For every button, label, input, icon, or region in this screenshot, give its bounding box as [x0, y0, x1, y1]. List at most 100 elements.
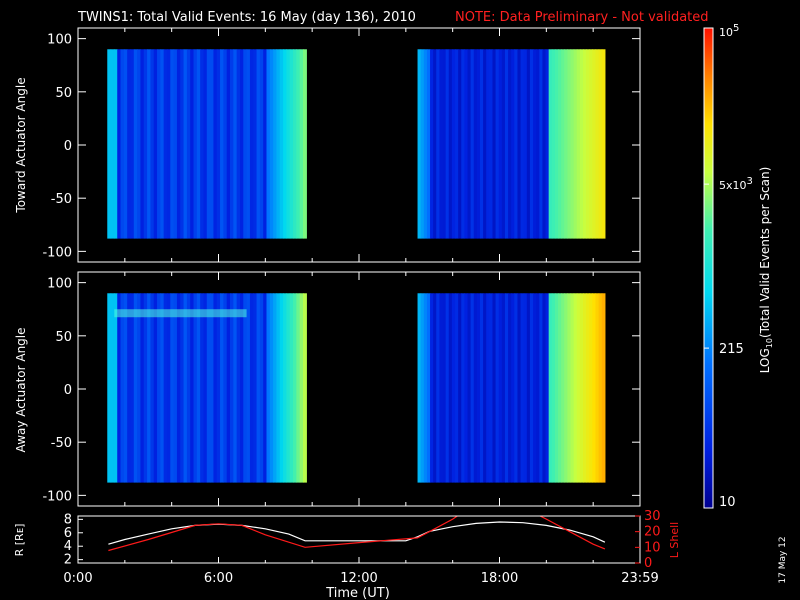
heatmap-cell-0-0-3	[117, 49, 122, 239]
heatmap-cell-0-0-14	[153, 49, 158, 239]
heatmap-cell-1-1-51	[576, 293, 581, 483]
heatmap-cell-1-0-45	[256, 293, 261, 483]
heatmap-cell-1-1-13	[458, 293, 462, 483]
heatmap-cell-0-0-20	[173, 49, 178, 239]
heatmap-cell-0-0-45	[256, 49, 261, 239]
heatmap-cell-0-1-11	[451, 49, 456, 239]
heatmap-cell-1-1-37	[533, 293, 537, 483]
heatmap-cell-0-0-2	[113, 49, 118, 239]
heatmap-cell-0-0-48	[266, 49, 271, 239]
heatmap-cell-1-0-57	[296, 293, 301, 483]
heatmap-cell-1-1-43	[551, 293, 556, 483]
heatmap-cell-0-0-29	[203, 49, 208, 239]
heatmap-cell-0-1-33	[520, 49, 525, 239]
heatmap-cell-0-0-39	[236, 49, 241, 239]
heatmap-cell-1-0-43	[249, 293, 254, 483]
orbit-r-line	[108, 521, 606, 545]
heatmap-cell-1-0-46	[259, 293, 264, 483]
colorbar-label: LOG10(Total Valid Events per Scan)	[758, 167, 774, 374]
y-tick-label: 50	[55, 330, 72, 345]
heatmap-cell-0-1-27	[501, 49, 506, 239]
heatmap-cell-0-1-5	[433, 49, 437, 239]
heatmap-cell-0-0-56	[293, 49, 297, 239]
colorbar	[703, 27, 714, 509]
heatmap-cell-0-0-54	[286, 49, 291, 239]
heatmap-cell-1-1-44	[554, 293, 559, 483]
heatmap-cell-0-1-12	[455, 49, 459, 239]
heatmap-cell-0-1-49	[570, 49, 575, 239]
heatmap-cell-0-1-42	[548, 49, 553, 239]
heatmap-cell-0-1-55	[589, 49, 593, 239]
heatmap-cell-1-0-42	[246, 293, 251, 483]
heatmap-cell-1-0-39	[236, 293, 241, 483]
heatmap-cell-1-1-10	[448, 293, 453, 483]
heatmap-cell-0-1-24	[492, 49, 497, 239]
y-tick-label: -100	[42, 245, 72, 260]
heatmap-cell-1-1-19	[476, 293, 481, 483]
away-heatmap-panel: 100 50 0 -50 -100	[42, 271, 641, 507]
heatmap-cell-1-1-5	[433, 293, 437, 483]
heatmap-cell-1-0-28	[200, 293, 205, 483]
heatmap-cell-1-1-29	[508, 293, 512, 483]
heatmap-cell-1-0-1	[110, 293, 115, 483]
heatmap-cell-1-0-14	[153, 293, 158, 483]
heatmap-cell-0-1-0	[417, 49, 422, 239]
heatmap-cell-0-0-33	[216, 49, 221, 239]
heatmap-cell-0-0-38	[233, 49, 238, 239]
heatmap-cell-1-1-59	[601, 293, 606, 483]
heatmap-cell-0-1-17	[470, 49, 475, 239]
heatmap-cell-0-1-31	[514, 49, 519, 239]
heatmap-cell-0-0-1	[110, 49, 115, 239]
heatmap-cell-0-0-40	[239, 49, 244, 239]
heatmap-cell-0-0-18	[166, 49, 171, 239]
heatmap-cell-0-0-25	[190, 49, 195, 239]
heatmap-cell-1-0-36	[226, 293, 231, 483]
heatmap-cell-1-1-20	[479, 293, 484, 483]
heatmap-cell-0-0-44	[253, 49, 258, 239]
colorbar-ticks: 105 5x103 215 10	[704, 23, 753, 510]
heatmap-cell-1-0-13	[150, 293, 155, 483]
heatmap-cell-1-1-0	[417, 293, 422, 483]
heatmap-cell-1-0-7	[130, 293, 135, 483]
heatmap-cell-1-1-50	[573, 293, 578, 483]
heatmap-cell-0-0-21	[176, 49, 181, 239]
heatmap-cell-1-0-41	[243, 293, 248, 483]
heatmap-cell-1-1-45	[558, 293, 562, 483]
heatmap-cell-1-1-35	[526, 293, 531, 483]
heatmap-cell-0-0-41	[243, 49, 248, 239]
heatmap-cell-1-1-39	[539, 293, 544, 483]
heatmap-cell-1-1-22	[486, 293, 490, 483]
heatmap-cell-1-0-56	[293, 293, 297, 483]
orbit-right-tick-label: 20	[644, 525, 661, 540]
heatmap-cell-1-0-52	[279, 293, 284, 483]
heatmap-cell-0-0-35	[223, 49, 228, 239]
preliminary-note: NOTE: Data Preliminary - Not validated	[455, 10, 709, 25]
heatmap-cell-0-0-28	[200, 49, 205, 239]
heatmap-cell-0-0-36	[226, 49, 231, 239]
heatmap-cell-1-1-24	[492, 293, 497, 483]
heatmap-cell-0-0-19	[170, 49, 175, 239]
heatmap-cell-1-1-54	[586, 293, 590, 483]
heatmap-cell-0-1-32	[517, 49, 522, 239]
heatmap-cell-1-0-27	[196, 293, 201, 483]
away-ylabel: Away Actuator Angle	[14, 327, 28, 452]
heatmap-cell-0-0-31	[210, 49, 215, 239]
heatmap-cell-0-0-59	[303, 49, 307, 239]
heatmap-cell-0-1-54	[586, 49, 590, 239]
heatmap-cell-0-1-38	[536, 49, 540, 239]
heatmap-cell-1-0-22	[180, 293, 185, 483]
heatmap-cell-0-1-56	[592, 49, 597, 239]
y-tick-label: 100	[47, 33, 72, 48]
heatmap-cell-1-1-46	[561, 293, 565, 483]
heatmap-cell-0-1-29	[508, 49, 512, 239]
heatmap-cell-1-0-25	[190, 293, 195, 483]
heatmap-cell-0-1-48	[567, 49, 572, 239]
heatmap-cell-0-0-10	[140, 49, 145, 239]
heatmap-cell-0-1-6	[436, 49, 440, 239]
heatmap-cell-0-0-4	[120, 49, 125, 239]
heatmap-cell-0-1-3	[426, 49, 431, 239]
heatmap-cell-0-1-13	[458, 49, 462, 239]
heatmap-cell-1-1-7	[439, 293, 444, 483]
